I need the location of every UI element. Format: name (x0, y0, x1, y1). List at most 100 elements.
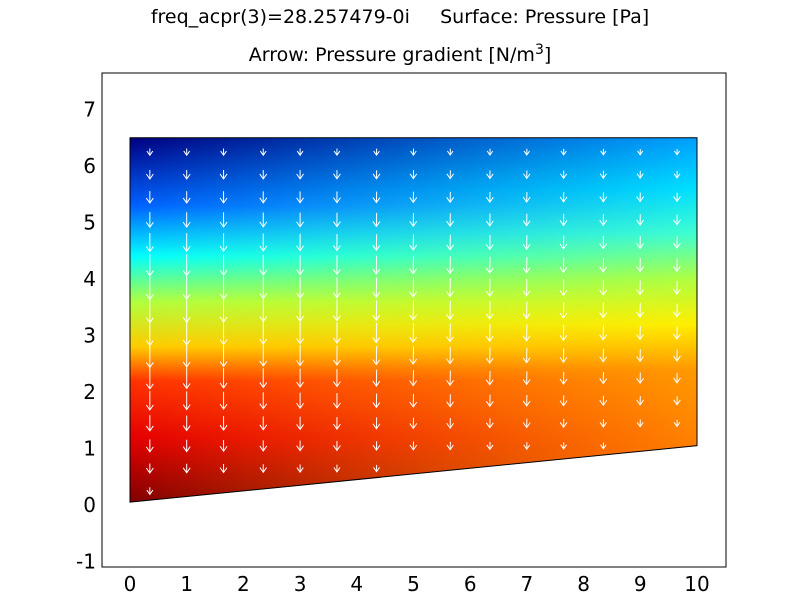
gradient-arrow (145, 415, 154, 432)
gradient-arrow (182, 191, 191, 204)
gradient-arrow (599, 214, 608, 227)
x-tick-label: 1 (180, 572, 193, 596)
gradient-arrow (522, 213, 531, 227)
gradient-arrow (485, 235, 494, 251)
gradient-arrow (219, 212, 228, 228)
gradient-arrow (599, 302, 608, 319)
x-tick-label: 7 (521, 572, 534, 596)
gradient-arrow (600, 148, 607, 156)
gradient-arrow (559, 170, 568, 180)
gradient-arrow (296, 191, 305, 204)
gradient-arrow (636, 325, 644, 341)
gradient-arrow (409, 256, 418, 275)
gradient-arrow (333, 417, 341, 430)
gradient-arrow (333, 191, 341, 204)
gradient-arrow (145, 212, 154, 229)
gradient-arrow (599, 395, 608, 407)
gradient-arrow (599, 235, 608, 250)
gradient-arrow (145, 463, 154, 474)
gradient-arrow (259, 440, 268, 452)
gradient-arrow (409, 170, 418, 180)
gradient-arrow (446, 256, 454, 275)
title2-suffix: ] (543, 44, 552, 66)
gradient-arrow (333, 440, 341, 452)
gradient-arrow (485, 347, 494, 364)
gradient-arrow (259, 254, 268, 276)
gradient-arrow (145, 169, 154, 180)
gradient-arrow (409, 300, 418, 321)
gradient-arrow (182, 343, 191, 368)
gradient-arrow (673, 214, 681, 226)
pressure-gradient-arrows (145, 148, 681, 496)
gradient-arrow (372, 369, 381, 387)
title2-text: Arrow: Pressure gradient [N/m (248, 44, 535, 66)
gradient-arrow (372, 170, 381, 180)
gradient-arrow (259, 148, 267, 157)
x-tick-label: 6 (464, 572, 477, 596)
gradient-arrow (259, 392, 268, 410)
gradient-arrow (446, 191, 455, 204)
gradient-arrow (522, 279, 531, 297)
gradient-arrow (409, 213, 418, 228)
gradient-arrow (674, 149, 681, 156)
gradient-arrow (219, 367, 228, 389)
gradient-arrow (446, 148, 454, 156)
gradient-arrow (259, 212, 268, 228)
gradient-arrow (259, 170, 268, 180)
gradient-arrow (182, 439, 191, 453)
gradient-arrow (522, 257, 531, 274)
gradient-arrow (410, 148, 417, 156)
x-tick-label: 8 (577, 572, 590, 596)
gradient-arrow (145, 233, 154, 253)
gradient-arrow (636, 214, 644, 226)
gradient-arrow (372, 441, 381, 451)
gradient-arrow (673, 192, 681, 203)
gradient-arrow (485, 301, 494, 320)
chart-title-line2: Arrow: Pressure gradient [N/m3] (0, 42, 800, 66)
gradient-arrow (296, 299, 305, 322)
y-tick-label: 6 (83, 154, 96, 178)
gradient-arrow (523, 170, 531, 180)
gradient-arrow (486, 441, 494, 451)
gradient-arrow (409, 234, 418, 251)
gradient-arrow (672, 258, 681, 273)
gradient-arrow (409, 441, 418, 451)
gradient-arrow (259, 464, 267, 474)
gradient-arrow (523, 442, 531, 451)
gradient-arrow (259, 344, 268, 367)
gradient-arrow (333, 393, 341, 409)
gradient-arrow (145, 191, 154, 204)
gradient-arrow (673, 349, 681, 362)
gradient-arrow (296, 440, 305, 452)
gradient-arrow (372, 191, 381, 204)
gradient-arrow (409, 370, 418, 387)
gradient-arrow (219, 415, 228, 432)
gradient-arrow (446, 278, 454, 298)
gradient-arrow (333, 148, 341, 157)
gradient-arrow (145, 390, 154, 411)
gradient-arrow (145, 366, 154, 390)
gradient-arrow (333, 277, 341, 299)
gradient-arrow (296, 416, 305, 431)
gradient-arrow (446, 170, 454, 180)
title2-superscript: 3 (534, 42, 544, 58)
gradient-arrow (259, 276, 268, 300)
gradient-arrow (672, 280, 681, 295)
x-tick-label: 3 (294, 572, 307, 596)
y-tick-label: 4 (83, 267, 96, 291)
gradient-arrow (296, 392, 305, 410)
gradient-arrow (522, 394, 531, 407)
gradient-arrow (599, 419, 607, 428)
gradient-arrow (409, 346, 418, 365)
gradient-arrow (599, 170, 607, 180)
gradient-arrow (219, 254, 228, 277)
gradient-arrow (219, 191, 228, 204)
gradient-arrow (485, 394, 494, 408)
gradient-arrow (637, 148, 644, 156)
gradient-arrow (673, 419, 681, 428)
gradient-arrow (296, 233, 305, 252)
gradient-arrow (446, 323, 454, 343)
gradient-arrow (636, 192, 645, 203)
gradient-arrow (182, 463, 191, 474)
